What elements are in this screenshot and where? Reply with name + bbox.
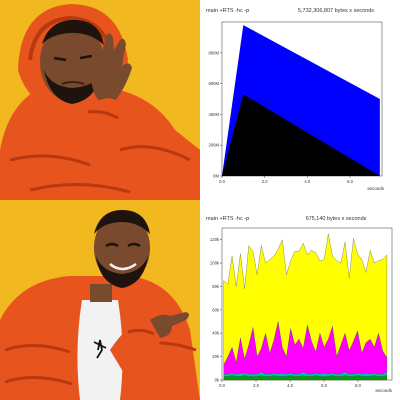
chart2-xtick-label: 4.0 — [287, 383, 293, 388]
chart1-xtick-label: 2.0 — [262, 179, 268, 184]
chart1-ytick-label: 800M — [209, 50, 220, 55]
chart2-ytick-label: 0k — [215, 378, 220, 383]
chart1-title: main +RTS -hc -p — [206, 8, 249, 14]
chart1-x-axis: 0.0 2.0 4.0 6.0 — [219, 176, 354, 184]
heap-profile-bad-panel: main +RTS -hc -p 5,732,306,807 bytes x s… — [200, 0, 400, 200]
chart1-xtick-label: 0.0 — [219, 179, 225, 184]
chart2-y-axis: 0k 20k 40k 60k 80k 100k 120k — [210, 237, 222, 383]
chart1-series-0-area — [222, 94, 380, 176]
chart1-ytick-label: 0M — [213, 174, 219, 179]
chart1-ytick-label: 200M — [209, 143, 220, 148]
chart2-xlabel: seconds — [375, 388, 393, 393]
drake-reject-illustration — [0, 0, 200, 200]
chart2-ytick-label: 100k — [210, 261, 220, 266]
heap-profile-good-panel: main +RTS -hc -p 675,140 bytes x seconds… — [200, 200, 400, 400]
chart1-xtick-label: 4.0 — [304, 179, 310, 184]
chart2-xtick-label: 2.0 — [253, 383, 259, 388]
chart2-xtick-label: 6.0 — [321, 383, 327, 388]
chart1-xlabel: seconds — [367, 186, 385, 191]
chart1-plot-area — [221, 21, 383, 177]
chart2-plot-area — [221, 227, 393, 381]
chart2-x-axis: 0.0 2.0 4.0 6.0 8.0 — [219, 380, 362, 388]
drake-approve-panel — [0, 200, 200, 400]
chart2-ytick-label: 80k — [212, 284, 220, 289]
chart1-ytick-label: 600M — [209, 81, 220, 86]
chart2-ytick-label: 60k — [212, 307, 220, 312]
chart1-y-axis: 0M 200M 400M 600M 800M — [209, 50, 222, 179]
chart2-xtick-label: 8.0 — [355, 383, 361, 388]
chart2-ytick-label: 20k — [212, 354, 220, 359]
drake-approve-illustration — [0, 200, 200, 400]
drake-reject-panel — [0, 0, 200, 200]
chart1-ytick-label: 400M — [209, 112, 220, 117]
chart2-ytick-label: 40k — [212, 331, 220, 336]
chart2-ytick-label: 120k — [210, 237, 220, 242]
heap-profile-good-chart: main +RTS -hc -p 675,140 bytes x seconds… — [200, 200, 400, 400]
chart1-total: 5,732,306,807 bytes x seconds — [298, 8, 374, 14]
chart2-series-3-area — [223, 233, 388, 365]
chart2-xtick-label: 0.0 — [219, 383, 225, 388]
chart2-total: 675,140 bytes x seconds — [306, 216, 367, 222]
chart2-title: main +RTS -hc -p — [206, 216, 249, 222]
chart1-xtick-label: 6.0 — [347, 179, 353, 184]
heap-profile-bad-chart: main +RTS -hc -p 5,732,306,807 bytes x s… — [200, 0, 400, 200]
